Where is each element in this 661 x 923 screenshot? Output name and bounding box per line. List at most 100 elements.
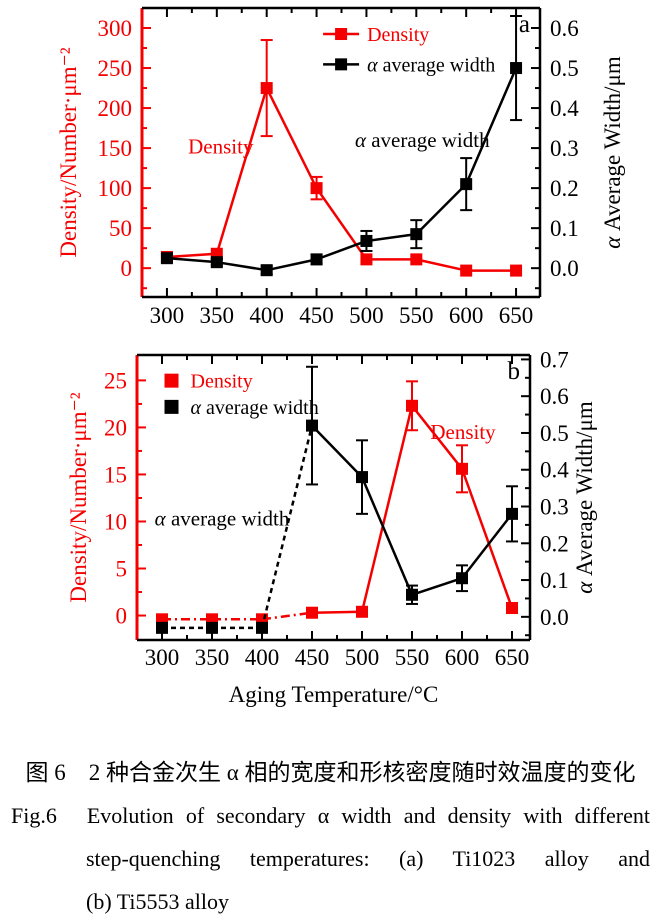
caption-english-line1: Evolution of secondary α width and densi… <box>86 803 650 828</box>
x-tick-label: 450 <box>295 645 330 670</box>
caption-chinese: 图 6 2 种合金次生 α 相的宽度和形核密度随时效温度的变化 <box>25 760 636 785</box>
x-tick-label: 450 <box>299 303 334 328</box>
data-point-marker <box>410 253 423 266</box>
x-tick-label: 400 <box>245 645 280 670</box>
series-line-segment <box>415 183 468 236</box>
data-point-marker <box>156 621 168 634</box>
chart-a-svg: 300 350 400 450 500 550 600 650 0 50 100 150 200 250 3… <box>56 6 625 328</box>
series-annotation: Density <box>430 420 496 444</box>
left-tick-label: 200 <box>98 96 133 121</box>
left-tick-label: 300 <box>98 16 133 41</box>
data-point-marker <box>306 419 318 432</box>
data-point-marker <box>310 182 323 195</box>
left-tick-label: 15 <box>104 462 127 487</box>
panel-corner-label: a <box>519 11 530 38</box>
data-point-marker <box>356 605 368 618</box>
right-tick-label: 0.0 <box>550 256 579 281</box>
data-point-marker <box>456 572 468 585</box>
series-line-segment <box>216 260 267 272</box>
data-point-marker <box>260 82 273 95</box>
data-point-marker <box>460 178 473 191</box>
series-line-segment <box>315 187 368 261</box>
right-tick-label: 0.2 <box>540 531 569 556</box>
data-point-marker <box>460 264 473 277</box>
right-tick-label: 0.4 <box>540 458 569 483</box>
right-tick-label: 0.5 <box>550 56 579 81</box>
legend: Density α average width <box>323 24 495 76</box>
left-tick-label: 250 <box>98 56 133 81</box>
data-point-marker <box>260 264 273 277</box>
series-line-segment <box>411 405 463 470</box>
caption-english: Fig.6 Evolution of secondary α width and… <box>0 794 661 923</box>
right-axis-title: α Average Width/μm <box>572 401 597 594</box>
legend-marker <box>164 373 179 388</box>
legend-entry-label: α average width <box>367 54 495 76</box>
x-tick-label: 600 <box>445 645 480 670</box>
series-alpha-average-width <box>160 15 523 277</box>
x-tick-label: 500 <box>345 645 380 670</box>
left-tick-label: 50 <box>109 216 132 241</box>
legend-entry-label: α average width <box>191 397 319 419</box>
series-annotation: α average width <box>155 507 290 531</box>
left-axis-title: Density/Number·μm⁻² <box>56 47 81 257</box>
right-axis-title: α Average Width/μm <box>600 56 625 249</box>
data-point-marker <box>510 264 523 277</box>
x-tick-label: 550 <box>399 303 434 328</box>
series-alpha-average-width <box>156 365 518 634</box>
x-axis-title: Aging Temperature/°C <box>229 682 439 707</box>
data-point-marker <box>256 621 268 634</box>
right-tick-label: 0.3 <box>540 495 569 520</box>
data-point-marker <box>406 588 418 601</box>
figure-caption: 图 6 2 种合金次生 α 相的宽度和形核密度随时效温度的变化 Fig.6 Ev… <box>0 752 661 923</box>
right-tick-label: 0.6 <box>540 384 569 409</box>
caption-english-line3: (b) Ti5553 alloy <box>86 889 230 914</box>
data-point-marker <box>406 399 418 412</box>
data-point-marker <box>410 228 423 241</box>
left-tick-label: 100 <box>98 176 133 201</box>
axis-ticks: 300 350 400 450 500 550 600 650 0 5 10 15 20 25 0.0 0.1… <box>104 347 569 670</box>
left-tick-label: 150 <box>98 136 133 161</box>
series-line-segment <box>461 513 513 579</box>
series-line-segment <box>166 256 217 264</box>
left-tick-label: 10 <box>104 509 127 534</box>
left-axis-title: Density/Number·μm⁻² <box>66 392 91 602</box>
series-line-segment <box>366 232 417 243</box>
series-annotation: α average width <box>355 128 490 152</box>
axis-ticks: 300 350 400 450 500 550 600 650 0 50 100 150 200 250 3… <box>98 8 579 328</box>
legend-marker <box>164 399 179 414</box>
chart-b-svg: 300 350 400 450 500 550 600 650 0 5 10 15 20 25 0.0 0.1… <box>66 347 597 707</box>
x-tick-label: 500 <box>349 303 384 328</box>
caption-english-row1: Fig.6 Evolution of secondary α width and… <box>11 794 650 837</box>
right-tick-label: 0.4 <box>550 96 579 121</box>
right-tick-label: 0.0 <box>540 605 569 630</box>
series-line-segment <box>215 87 268 255</box>
series-line-segment <box>316 239 367 261</box>
series-line-segment <box>261 611 313 621</box>
legend-marker <box>335 28 348 41</box>
data-point-marker <box>360 234 373 247</box>
series-line-segment <box>260 425 314 629</box>
data-point-marker <box>310 253 323 266</box>
data-point-marker <box>360 253 373 266</box>
series-density <box>156 380 518 626</box>
right-tick-label: 0.3 <box>550 136 579 161</box>
right-tick-label: 0.6 <box>550 16 579 41</box>
panel-corner-label: b <box>508 358 521 385</box>
caption-fig-label: Fig.6 <box>11 803 57 828</box>
x-tick-label: 350 <box>200 303 235 328</box>
legend: Density α average width <box>164 371 319 419</box>
legend-marker <box>335 58 348 71</box>
series-line-segment <box>311 424 363 478</box>
x-tick-label: 550 <box>395 645 430 670</box>
data-point-marker <box>506 507 518 520</box>
right-tick-label: 0.5 <box>540 421 569 446</box>
series-line-segment <box>311 610 363 614</box>
data-point-marker <box>306 606 318 619</box>
left-tick-label: 0 <box>121 256 133 281</box>
left-tick-label: 0 <box>116 604 128 629</box>
data-point-marker <box>160 252 173 265</box>
right-tick-label: 0.2 <box>550 176 579 201</box>
legend-entry-label: Density <box>191 371 253 393</box>
series-line-segment <box>266 258 317 272</box>
